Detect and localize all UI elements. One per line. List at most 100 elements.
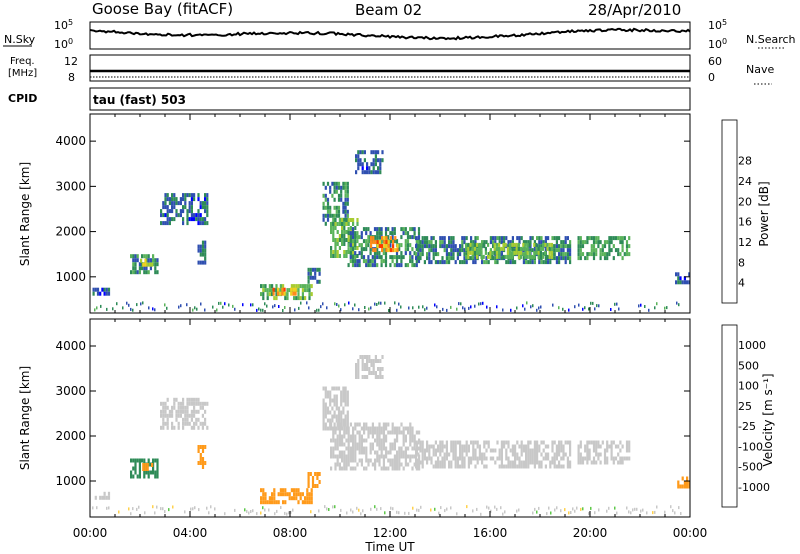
echo-cell: [286, 296, 289, 301]
echo-cell: [378, 422, 381, 427]
echo-cell: [105, 291, 108, 296]
echo-cell: [349, 422, 352, 427]
echo-cell: [569, 460, 572, 465]
echo-cell: [358, 434, 361, 439]
echo-cell: [199, 252, 202, 257]
echo-cell: [581, 252, 585, 257]
echo-cell: [590, 252, 593, 257]
echo-cell: [345, 250, 348, 254]
echo-cell: [366, 170, 369, 175]
echo-cell: [188, 421, 191, 426]
echo-cell: [509, 240, 512, 245]
echo-cell: [439, 460, 442, 465]
echo-cell: [467, 460, 470, 465]
echo-cell: [417, 240, 420, 245]
echo-cell: [385, 434, 388, 439]
echo-cell: [407, 446, 410, 451]
echo-cell: [282, 492, 285, 497]
echo-cell: [531, 260, 534, 265]
echo-cell: [374, 150, 377, 155]
echo-cell: [369, 247, 372, 252]
echo-cell: [134, 266, 137, 271]
echo-cell: [581, 240, 585, 245]
echo-cell: [540, 244, 543, 249]
echo-cell: [472, 444, 475, 449]
echo-cell: [286, 492, 289, 497]
echo-cell: [333, 197, 336, 202]
echo-cell: [184, 405, 187, 410]
echo-cell: [322, 398, 325, 403]
echo-cell: [560, 252, 563, 257]
echo-cell: [293, 284, 296, 289]
echo-cell: [382, 462, 385, 467]
clutter-cell: [654, 306, 656, 310]
echo-cell: [482, 254, 485, 259]
echo-cell: [597, 452, 600, 457]
echo-cell: [417, 244, 420, 249]
echo-cell: [445, 260, 448, 265]
echo-cell: [333, 410, 336, 415]
echo-cell: [516, 464, 519, 469]
echo-cell: [365, 263, 368, 268]
echo-cell: [338, 450, 341, 455]
echo-cell: [378, 438, 381, 443]
clutter-cell: [260, 511, 262, 515]
echo-cell: [560, 456, 563, 461]
echo-cell: [345, 446, 348, 451]
echo-cell: [404, 231, 407, 236]
echo-cell: [588, 456, 591, 461]
echo-cell: [419, 244, 422, 249]
echo-cell: [347, 231, 350, 236]
echo-cell: [333, 398, 336, 403]
echo-cell: [345, 454, 348, 459]
echo-cell: [619, 460, 622, 465]
echo-cell: [367, 462, 370, 467]
echo-cell: [330, 254, 333, 258]
echo-cell: [542, 440, 545, 445]
echo-cell: [398, 263, 401, 268]
echo-cell: [527, 448, 530, 453]
echo-cell: [441, 464, 444, 469]
echo-cell: [341, 230, 344, 234]
echo-cell: [489, 236, 492, 241]
echo-cell: [352, 242, 355, 246]
echo-cell: [550, 250, 553, 255]
echo-cell: [206, 197, 209, 202]
echo-cell: [531, 456, 534, 461]
echo-cell: [352, 438, 355, 443]
echo-cell: [275, 296, 278, 301]
echo-cell: [586, 236, 589, 241]
echo-cell: [459, 252, 462, 257]
echo-cell: [432, 256, 435, 261]
echo-cell: [322, 414, 325, 419]
echo-cell: [377, 158, 380, 163]
echo-cell: [533, 240, 536, 245]
echo-cell: [349, 251, 352, 256]
echo-cell: [533, 242, 536, 247]
echo-cell: [356, 430, 359, 435]
echo-cell: [295, 488, 298, 493]
echo-cell: [201, 413, 204, 418]
echo-cell: [621, 244, 624, 249]
echo-cell: [352, 218, 355, 222]
echo-cell: [544, 248, 547, 253]
echo-cell: [516, 456, 519, 461]
echo-cell: [527, 464, 530, 469]
echo-cell: [264, 492, 267, 497]
echo-cell: [352, 466, 355, 471]
echo-cell: [450, 252, 453, 257]
echo-cell: [204, 252, 207, 257]
echo-cell: [144, 262, 147, 267]
echo-cell: [566, 236, 569, 241]
echo-cell: [527, 456, 530, 461]
echo-cell: [366, 355, 369, 359]
echo-cell: [415, 239, 418, 244]
echo-cell: [476, 248, 479, 253]
echo-cell: [337, 386, 341, 391]
clutter-cell: [354, 303, 356, 307]
echo-cell: [524, 242, 527, 247]
echo-cell: [547, 444, 550, 449]
echo-cell: [489, 448, 492, 453]
echo-cell: [372, 170, 375, 175]
echo-cell: [588, 448, 591, 453]
